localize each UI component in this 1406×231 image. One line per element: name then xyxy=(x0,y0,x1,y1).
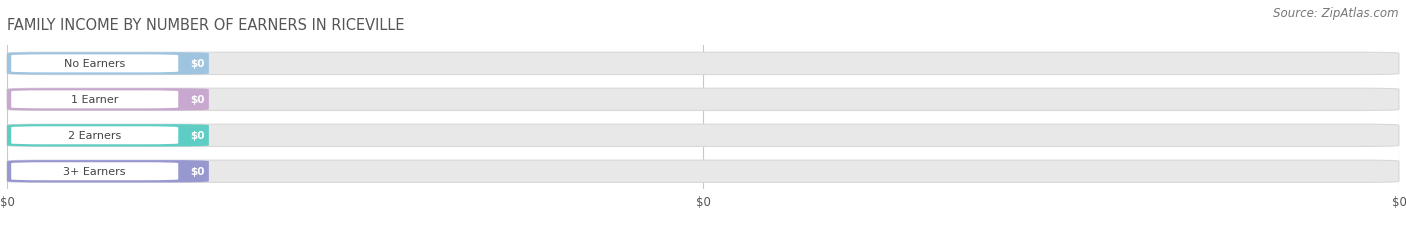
Text: $0: $0 xyxy=(190,131,205,141)
Text: Source: ZipAtlas.com: Source: ZipAtlas.com xyxy=(1274,7,1399,20)
FancyBboxPatch shape xyxy=(7,125,209,147)
Text: 2 Earners: 2 Earners xyxy=(67,131,121,141)
FancyBboxPatch shape xyxy=(7,160,1399,183)
FancyBboxPatch shape xyxy=(7,160,209,183)
FancyBboxPatch shape xyxy=(7,53,1399,75)
FancyBboxPatch shape xyxy=(11,55,179,73)
Text: 3+ Earners: 3+ Earners xyxy=(63,167,127,176)
FancyBboxPatch shape xyxy=(7,53,209,75)
FancyBboxPatch shape xyxy=(11,127,179,145)
Text: 1 Earner: 1 Earner xyxy=(72,95,118,105)
FancyBboxPatch shape xyxy=(7,89,209,111)
Text: No Earners: No Earners xyxy=(65,59,125,69)
FancyBboxPatch shape xyxy=(11,91,179,109)
Text: $0: $0 xyxy=(190,95,205,105)
FancyBboxPatch shape xyxy=(7,125,1399,147)
Text: $0: $0 xyxy=(190,59,205,69)
FancyBboxPatch shape xyxy=(7,89,1399,111)
Text: FAMILY INCOME BY NUMBER OF EARNERS IN RICEVILLE: FAMILY INCOME BY NUMBER OF EARNERS IN RI… xyxy=(7,18,405,33)
Text: $0: $0 xyxy=(190,167,205,176)
FancyBboxPatch shape xyxy=(11,163,179,180)
